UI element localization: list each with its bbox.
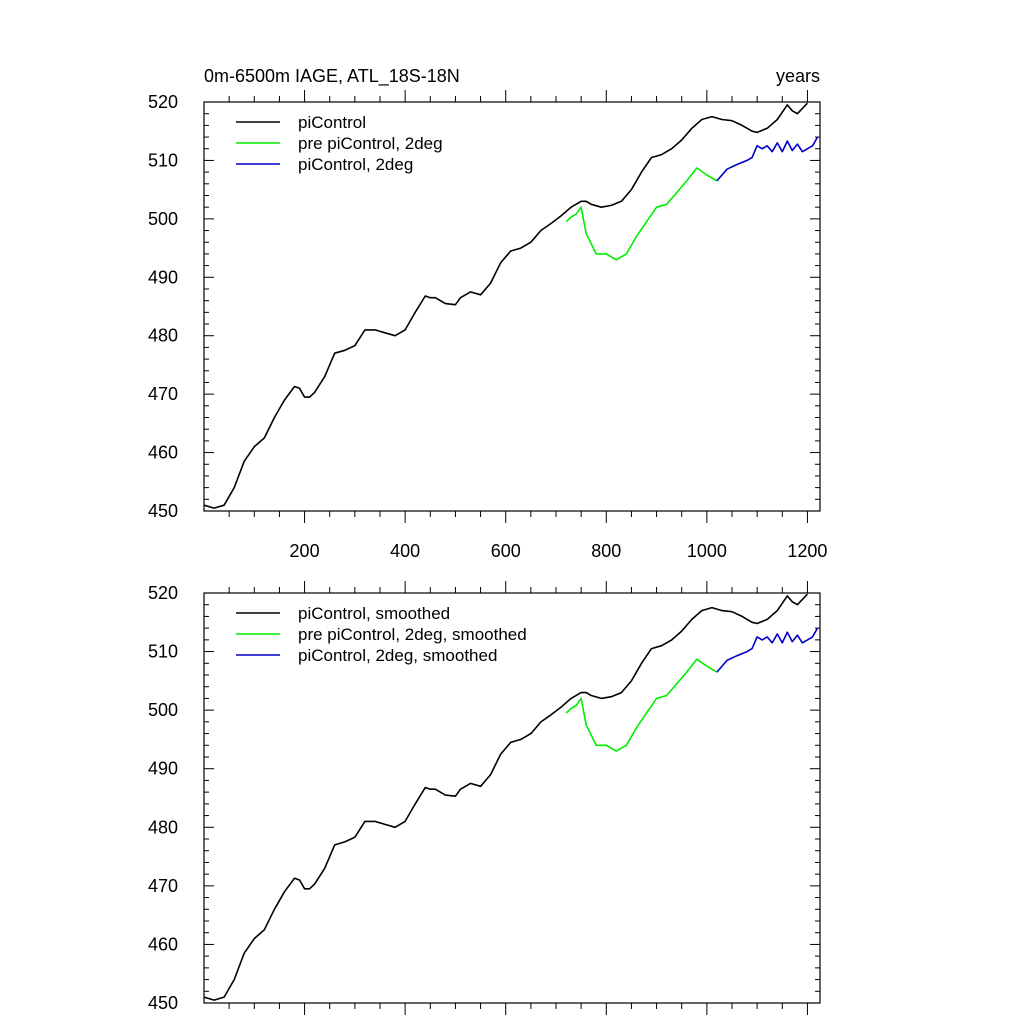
y-tick-label: 480 [148, 817, 178, 837]
y-tick-label: 450 [148, 993, 178, 1013]
x-tick-label: 1000 [687, 541, 727, 561]
x-tick-label: 200 [290, 541, 320, 561]
plot-frame [203, 592, 821, 1004]
series-line-0 [203, 102, 808, 509]
x-tick-label: 1200 [787, 541, 827, 561]
y-tick-label: 480 [148, 326, 178, 346]
y-tick-label: 500 [148, 209, 178, 229]
legend-label-0: piControl, smoothed [298, 604, 450, 623]
top-panel: 450 460 470 480 490 500 510 520 200 400 600 800 1000… [148, 90, 827, 561]
y-tick-label: 520 [148, 92, 178, 112]
x-unit-label: years [776, 66, 820, 86]
legend-label-1: pre piControl, 2deg [298, 134, 443, 153]
legend-label-2: piControl, 2deg, smoothed [298, 646, 497, 665]
series-line-2 [716, 136, 819, 182]
series-line-2 [716, 627, 819, 673]
y-tick-label: 490 [148, 267, 178, 287]
x-tick-label: 600 [491, 541, 521, 561]
legend-label-0: piControl [298, 113, 366, 132]
y-tick-label: 460 [148, 934, 178, 954]
series-line-1 [565, 167, 718, 261]
chart-title: 0m-6500m IAGE, ATL_18S-18N [204, 66, 460, 87]
series-line-0 [203, 593, 808, 1001]
y-tick-label: 510 [148, 150, 178, 170]
y-tick-label: 490 [148, 759, 178, 779]
x-tick-label: 800 [591, 541, 621, 561]
legend-label-2: piControl, 2deg [298, 155, 413, 174]
y-tick-label: 510 [148, 642, 178, 662]
y-tick-label: 470 [148, 876, 178, 896]
legend-label-1: pre piControl, 2deg, smoothed [298, 625, 527, 644]
series-line-1 [565, 658, 718, 752]
x-tick-label: 400 [390, 541, 420, 561]
y-tick-label: 470 [148, 384, 178, 404]
y-tick-label: 450 [148, 501, 178, 521]
y-tick-label: 500 [148, 700, 178, 720]
y-tick-label: 460 [148, 443, 178, 463]
y-tick-label: 520 [148, 583, 178, 603]
bottom-panel: 450 460 470 480 490 500 510 520 piControl, smoot… [148, 581, 821, 1015]
plot-frame [203, 101, 821, 512]
